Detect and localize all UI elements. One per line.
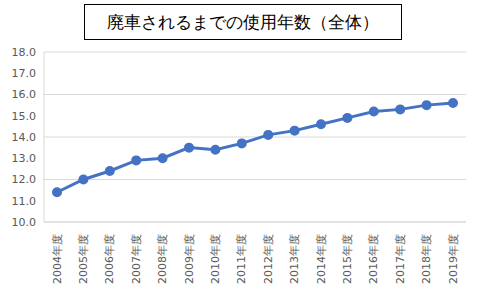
svg-text:2015年度: 2015年度 [341,234,354,284]
svg-text:13.0: 13.0 [12,152,37,165]
svg-text:2018年度: 2018年度 [420,234,433,284]
svg-text:2019年度: 2019年度 [447,234,460,284]
svg-text:2012年度: 2012年度 [262,234,275,284]
html-text:廃車されるまでの使用年数（全体）: 廃車されるまでの使用年数（全体） [107,11,379,32]
svg-text:14.0: 14.0 [12,131,37,144]
svg-text:2011年度: 2011年度 [235,234,248,284]
svg-text:2016年度: 2016年度 [367,234,380,284]
svg-text:2010年度: 2010年度 [209,234,222,284]
svg-text:2009年度: 2009年度 [183,234,196,284]
svg-text:12.0: 12.0 [12,173,37,186]
svg-text:2017年度: 2017年度 [394,234,407,284]
svg-text:2013年度: 2013年度 [288,234,301,284]
svg-text:2004年度: 2004年度 [51,234,64,284]
svg-text:17.0: 17.0 [12,67,37,80]
svg-text:15.0: 15.0 [12,110,37,123]
svg-text:2007年度: 2007年度 [130,234,143,284]
svg-text:2008年度: 2008年度 [156,234,169,284]
svg-text:10.0: 10.0 [12,216,37,229]
svg-text:2014年度: 2014年度 [315,234,328,284]
svg-text:11.0: 11.0 [12,195,37,208]
svg-text:16.0: 16.0 [12,88,37,101]
svg-text:2005年度: 2005年度 [77,234,90,284]
svg-text:2006年度: 2006年度 [103,234,116,284]
svg-text:18.0: 18.0 [12,46,37,59]
